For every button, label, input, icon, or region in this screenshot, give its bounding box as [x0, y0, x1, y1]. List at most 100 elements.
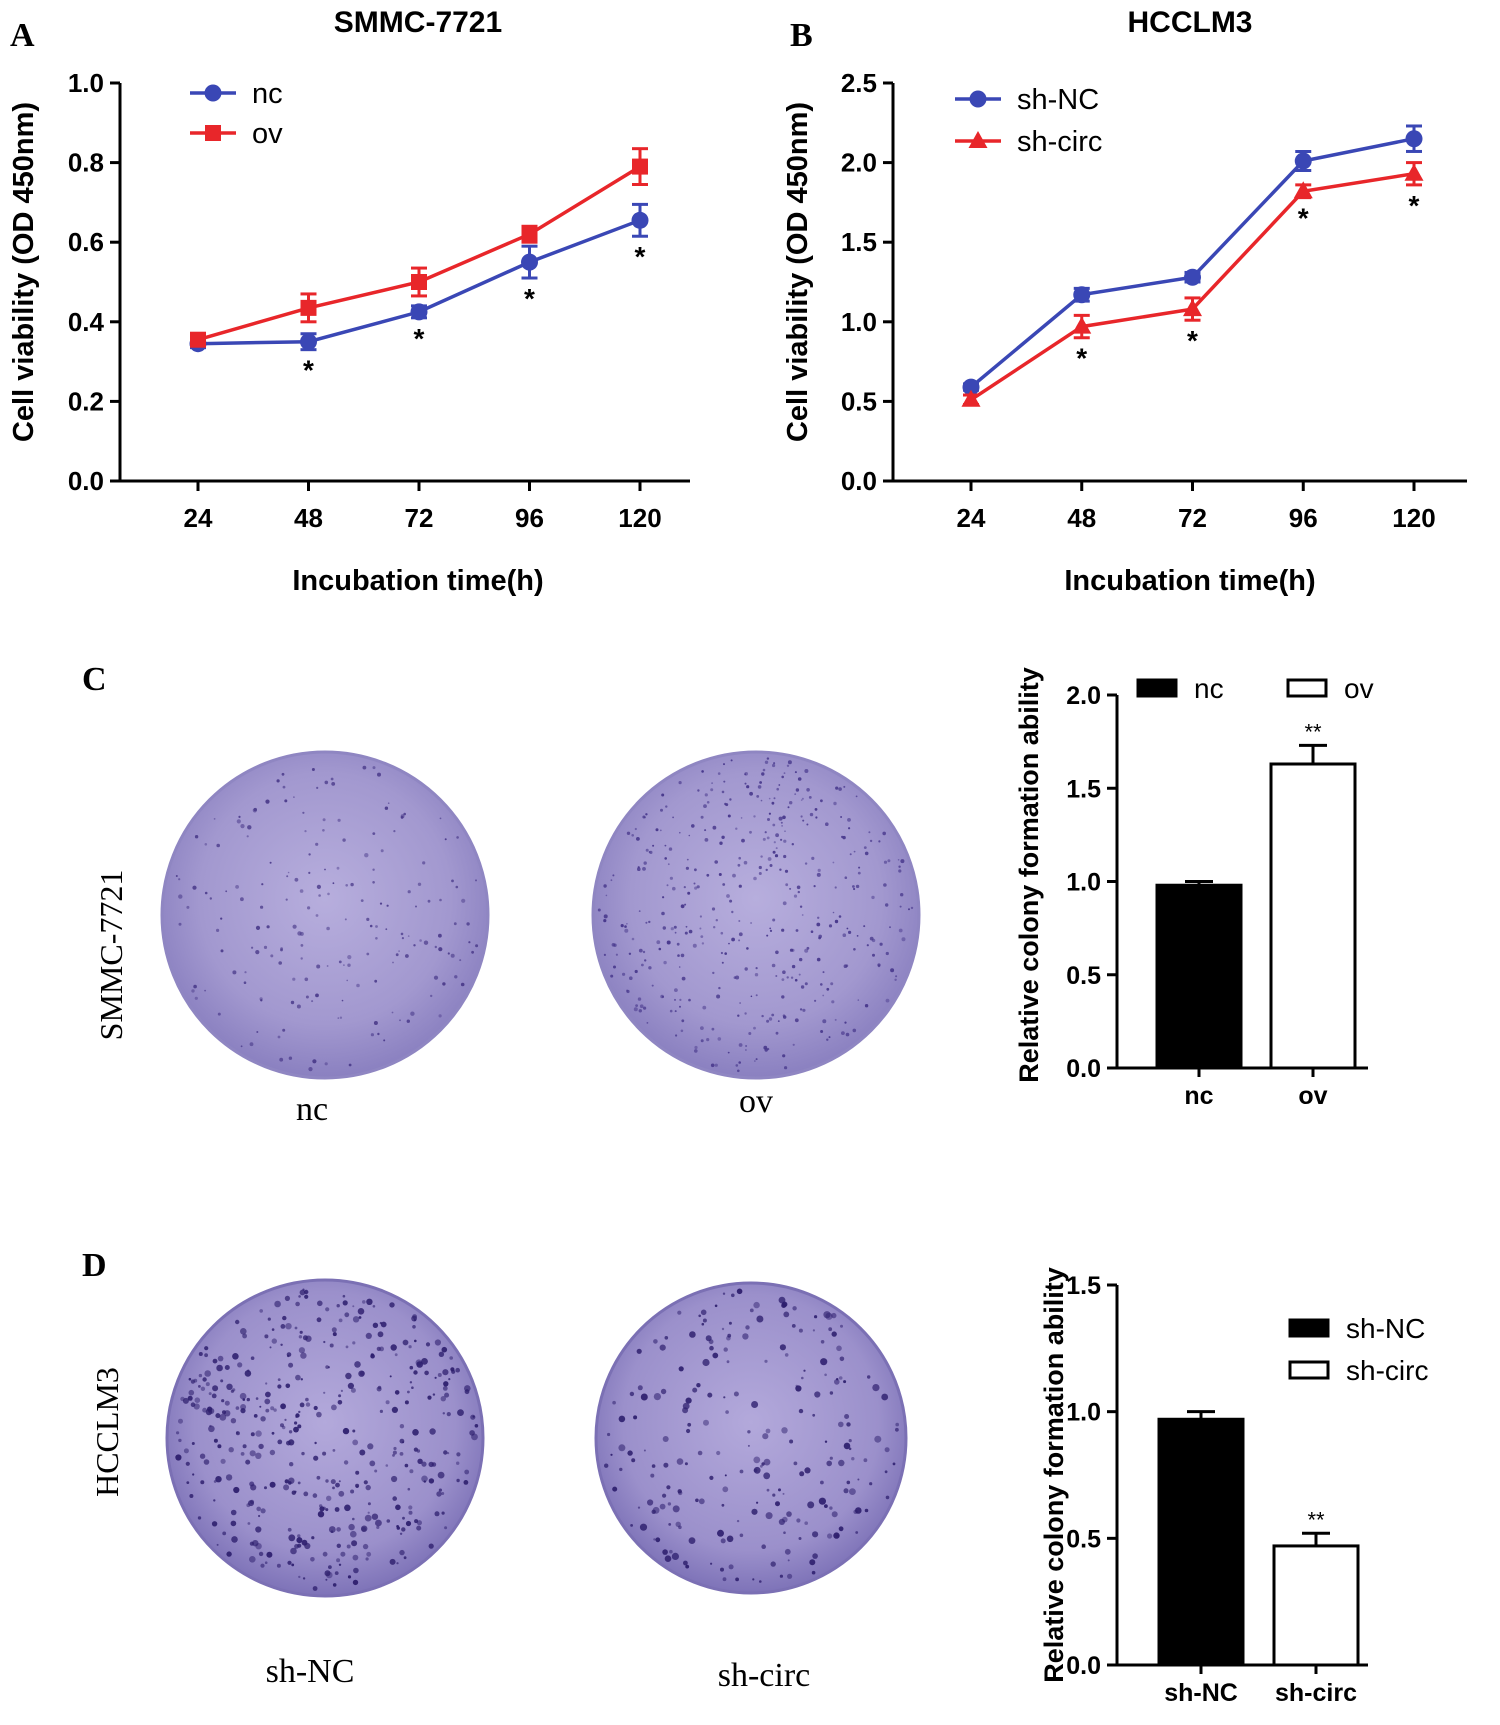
- colony-dot: [739, 1002, 741, 1004]
- colony-dot: [448, 1378, 451, 1381]
- colony-dot: [853, 850, 856, 853]
- colony-dot: [624, 928, 629, 933]
- colony-dot: [277, 1035, 281, 1039]
- colony-dot: [660, 1388, 667, 1395]
- colony-dot: [365, 1332, 372, 1339]
- colony-dot: [296, 1004, 301, 1009]
- colony-dot: [331, 1404, 337, 1411]
- colony-dot: [688, 834, 691, 837]
- colony-dot: [237, 1362, 243, 1368]
- colony-dot: [685, 1564, 690, 1569]
- colony-dot: [255, 950, 260, 955]
- colony-dot: [680, 1029, 684, 1033]
- colony-dot: [652, 1506, 660, 1514]
- colony-dot: [269, 861, 272, 864]
- colony-dot: [269, 1346, 272, 1349]
- colony-dot: [688, 929, 693, 934]
- colony-dot: [313, 1455, 319, 1461]
- colony-dot: [759, 781, 762, 784]
- colony-dot: [408, 1345, 412, 1349]
- colony-dot: [285, 898, 288, 901]
- colony-dot: [396, 1525, 399, 1528]
- y-tick-label: 2.5: [841, 68, 877, 98]
- colony-dot: [186, 905, 190, 909]
- colony-dot: [185, 1461, 190, 1466]
- colony-dot: [764, 760, 769, 764]
- colony-dot: [804, 862, 808, 865]
- colony-dot: [372, 868, 375, 871]
- colony-dot: [354, 1361, 361, 1368]
- colony-dot: [869, 839, 873, 843]
- colony-dot: [678, 1490, 683, 1496]
- colony-dot: [406, 1019, 410, 1023]
- colony-dot: [758, 872, 762, 875]
- colony-dot: [838, 1526, 844, 1532]
- colony-dot: [628, 952, 632, 955]
- colony-dot: [350, 1530, 357, 1538]
- colony-dot: [710, 1063, 715, 1068]
- colony-dot: [645, 921, 648, 924]
- colony-dot: [372, 1305, 376, 1308]
- colony-dot: [720, 1567, 724, 1572]
- colony-dot: [676, 942, 680, 946]
- colony-dot: [885, 998, 890, 1003]
- colony-dot: [670, 927, 674, 931]
- colony-dot: [304, 1294, 309, 1299]
- colony-dot: [822, 1019, 827, 1024]
- legend-label-nc: nc: [252, 78, 283, 110]
- colony-dot: [386, 1519, 391, 1523]
- colony-dot: [745, 1049, 747, 1051]
- colony-dot: [692, 1387, 698, 1393]
- colony-dot: [831, 1000, 835, 1004]
- colony-dot: [722, 1292, 726, 1295]
- colony-dot: [756, 1315, 764, 1323]
- colony-dot: [428, 1478, 435, 1484]
- colony-dot: [636, 1348, 642, 1354]
- colony-dot: [334, 1571, 339, 1575]
- colony-dot: [217, 1012, 221, 1016]
- colony-dot: [753, 1456, 761, 1464]
- colony-dot: [645, 813, 648, 816]
- colony-dot: [820, 799, 823, 803]
- colony-dot: [666, 940, 671, 945]
- colony-dot: [375, 1519, 382, 1527]
- colony-dot: [178, 1438, 182, 1443]
- data-point-sh-circ: [961, 389, 981, 407]
- colony-dot: [284, 1295, 290, 1301]
- colony-dot: [424, 1370, 429, 1376]
- colony-dot: [438, 947, 443, 952]
- colony-dot: [804, 1467, 811, 1474]
- colony-dot: [230, 1509, 237, 1516]
- colony-dot: [644, 959, 647, 962]
- panel-label-c: C: [82, 661, 107, 698]
- colony-dot: [446, 1412, 451, 1417]
- colony-dot: [667, 863, 670, 866]
- colony-dot: [781, 1303, 787, 1308]
- colony-dot: [475, 879, 477, 882]
- colony-dot: [838, 1421, 844, 1428]
- colony-dot: [642, 815, 646, 819]
- x-tick-label: 48: [1067, 503, 1096, 533]
- colony-dot: [848, 930, 852, 935]
- colony-dot: [216, 1543, 219, 1546]
- colony-dot: [610, 974, 614, 978]
- colony-dot: [186, 1481, 190, 1484]
- colony-dot: [686, 1428, 691, 1434]
- colony-dot: [728, 1321, 732, 1325]
- colony-dot: [224, 1400, 230, 1406]
- colony-dot: [437, 1373, 442, 1377]
- colony-dot: [379, 1409, 383, 1413]
- colony-dot: [191, 989, 195, 993]
- colony-dot: [202, 1407, 208, 1413]
- colony-dot: [380, 849, 384, 853]
- colony-dot: [328, 1565, 332, 1569]
- colony-dot: [421, 1461, 427, 1467]
- colony-dot: [761, 1462, 765, 1466]
- panel-label-d: D: [82, 1247, 107, 1284]
- colony-dot: [283, 1484, 290, 1491]
- colony-dot: [290, 1000, 295, 1005]
- colony-dot: [324, 780, 329, 785]
- colony-dot: [347, 955, 352, 960]
- colony-dot: [337, 1400, 343, 1405]
- x-tick-label: 96: [1289, 503, 1318, 533]
